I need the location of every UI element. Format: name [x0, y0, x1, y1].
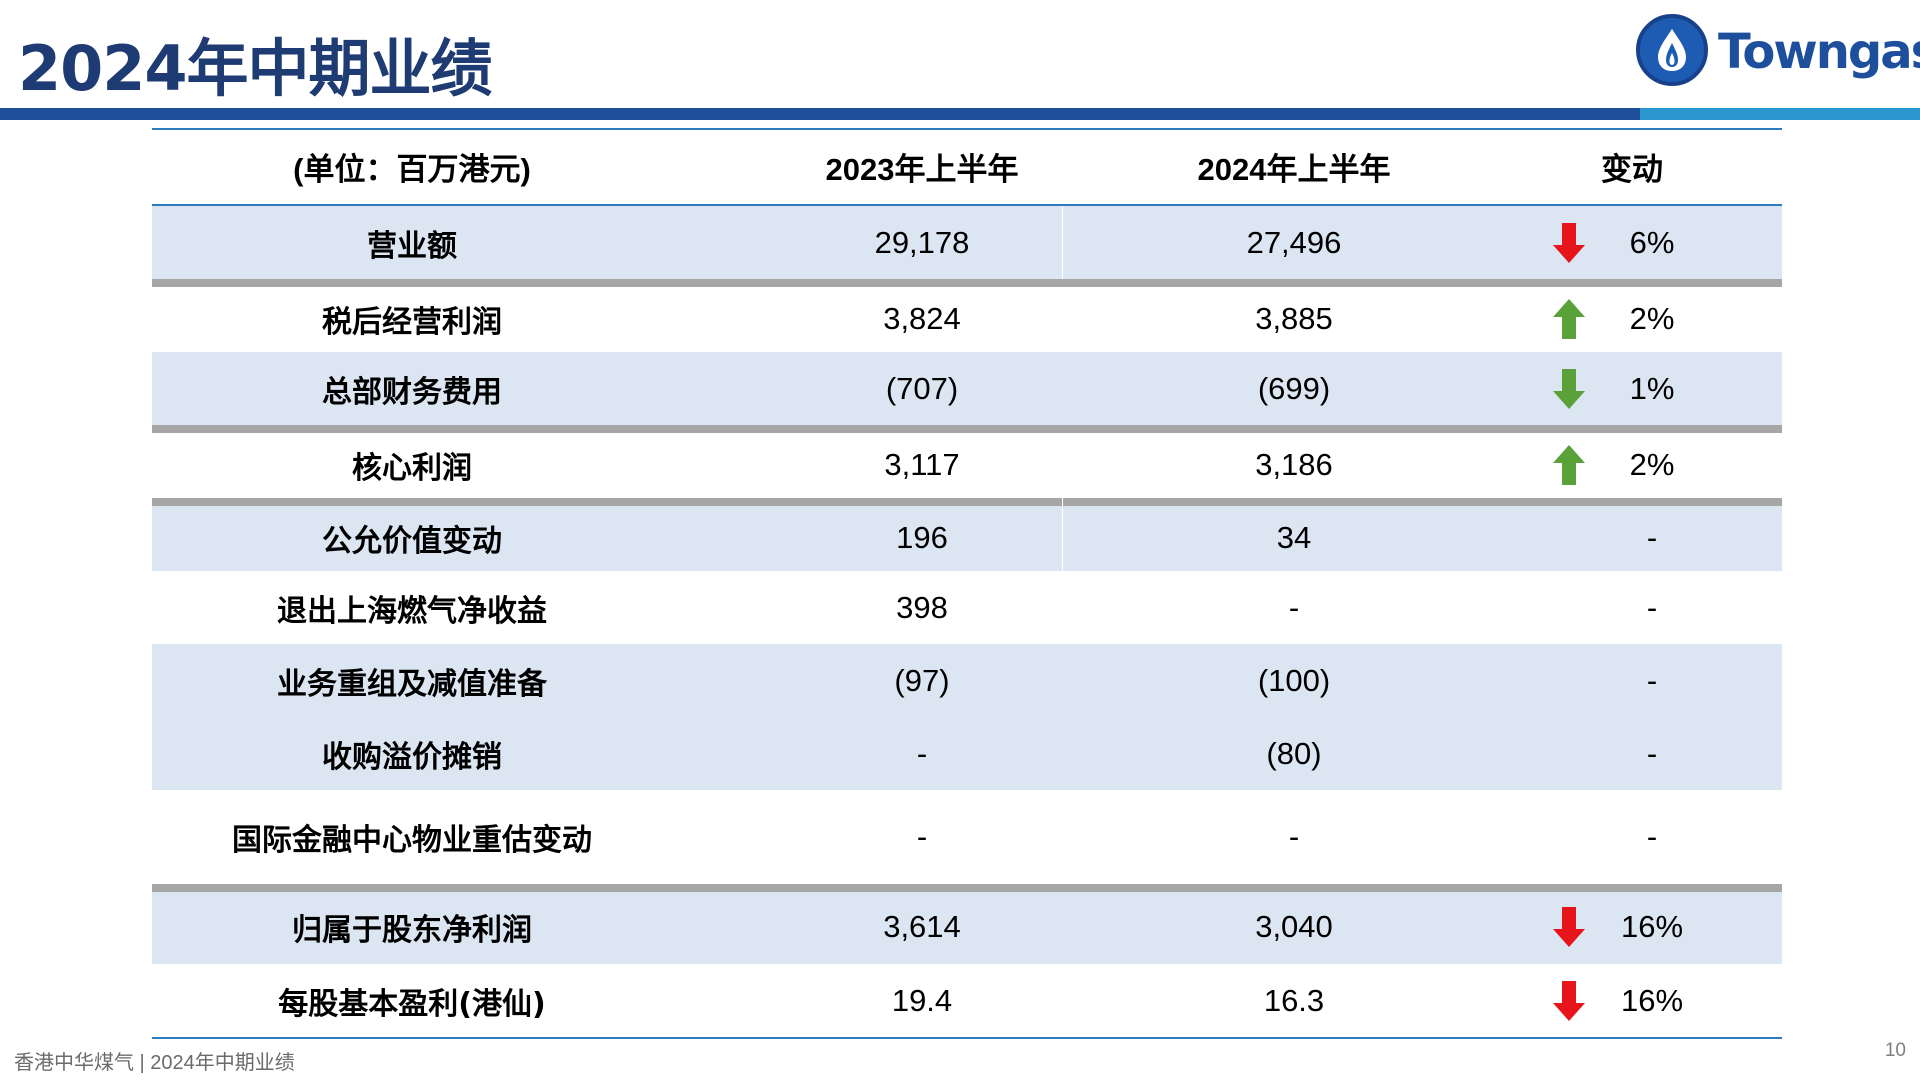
table-row: 总部财务费用 (707) (699) 1%: [152, 352, 1782, 425]
table-row: 营业额 29,178 27,496 6%: [152, 206, 1782, 279]
table-row: 核心利润 3,117 3,186 2%: [152, 425, 1782, 498]
change-value: 16%: [1620, 909, 1684, 944]
change-value: -: [1646, 819, 1658, 854]
value-2024: (100): [1257, 662, 1331, 698]
change-value: -: [1646, 589, 1658, 625]
logo-text: Towngas: [1718, 24, 1920, 80]
row-label: 业务重组及减值准备: [277, 666, 547, 702]
table-header-row: (单位：百万港元) 2023年上半年 2024年上半年 变动: [152, 128, 1782, 204]
table-row: 归属于股东净利润 3,614 3,040 16%: [152, 884, 1782, 964]
row-label: 归属于股东净利润: [292, 913, 532, 948]
row-label: 国际金融中心物业重估变动: [232, 823, 592, 858]
change-value: 2%: [1629, 446, 1675, 482]
down-red-icon: [1553, 907, 1585, 947]
down-red-icon: [1553, 980, 1585, 1021]
value-2023: 3,117: [884, 446, 960, 482]
value-2023: 398: [896, 589, 948, 625]
change-value: 2%: [1629, 300, 1675, 336]
value-2024: (699): [1257, 370, 1331, 406]
change-value: -: [1646, 662, 1658, 698]
table-row: 业务重组及减值准备 (97) (100) -: [152, 644, 1782, 717]
page-title: 2024年中期业绩: [18, 32, 493, 105]
row-label: 每股基本盈利(港仙): [278, 986, 546, 1022]
value-2023: (707): [885, 370, 959, 406]
header-unit: (单位：百万港元): [293, 151, 531, 187]
up-green-icon: [1553, 444, 1585, 485]
page-number: 10: [1884, 1040, 1906, 1061]
down-red-icon: [1553, 222, 1585, 263]
up-green-icon: [1553, 298, 1585, 339]
value-2023: 196: [896, 519, 948, 555]
change-value: 1%: [1629, 370, 1675, 406]
row-label: 收购溢价摊销: [322, 739, 502, 775]
value-2023: (97): [894, 662, 950, 698]
table-top-line: [152, 128, 1782, 130]
value-2024: 16.3: [1263, 982, 1325, 1018]
value-2024: (80): [1266, 735, 1322, 771]
row-label: 营业额: [367, 228, 457, 264]
header-bar-accent: [1640, 108, 1920, 120]
change-value: 6%: [1629, 224, 1675, 260]
column-divider: [1062, 206, 1063, 279]
table-row: 税后经营利润 3,824 3,885 2%: [152, 279, 1782, 352]
value-2024: 3,186: [1255, 446, 1333, 482]
column-divider: [1062, 498, 1063, 571]
row-label: 总部财务费用: [322, 374, 502, 410]
value-2023: -: [916, 819, 928, 854]
value-2023: 3,614: [883, 909, 961, 944]
row-label: 退出上海燃气净收益: [277, 593, 547, 629]
table-row: 公允价值变动 196 34 -: [152, 498, 1782, 571]
footer-text: 香港中华煤气 | 2024年中期业绩: [14, 1052, 295, 1074]
value-2024: -: [1288, 819, 1300, 854]
value-2023: 19.4: [891, 982, 953, 1018]
change-value: -: [1646, 735, 1658, 771]
table-bottom-line: [152, 1037, 1782, 1039]
flame-icon: [1636, 14, 1708, 86]
value-2023: -: [916, 735, 928, 771]
value-2024: -: [1288, 589, 1300, 625]
table-row: 退出上海燃气净收益 398 - -: [152, 571, 1782, 644]
value-2024: 34: [1276, 519, 1312, 555]
row-label: 核心利润: [352, 450, 472, 486]
row-label: 公允价值变动: [322, 523, 502, 559]
value-2024: 3,885: [1255, 300, 1333, 336]
table-row: 每股基本盈利(港仙) 19.4 16.3 16%: [152, 964, 1782, 1037]
change-value: 16%: [1620, 982, 1684, 1018]
header-underline: [152, 204, 1782, 206]
value-2023: 3,824: [883, 300, 961, 336]
value-2024: 3,040: [1255, 909, 1333, 944]
table-row: 国际金融中心物业重估变动 - - -: [152, 790, 1782, 884]
change-value: -: [1646, 519, 1658, 555]
header-change: 变动: [1601, 151, 1663, 187]
row-label: 税后经营利润: [322, 304, 502, 340]
towngas-logo: Towngas: [1636, 12, 1920, 92]
down-green-icon: [1553, 368, 1585, 409]
value-2023: 29,178: [874, 224, 970, 260]
header-2024: 2024年上半年: [1197, 151, 1391, 187]
value-2024: 27,496: [1246, 224, 1342, 260]
header-bar: [0, 108, 1640, 120]
table-row: 收购溢价摊销 - (80) -: [152, 717, 1782, 790]
header-2023: 2023年上半年: [825, 151, 1019, 187]
